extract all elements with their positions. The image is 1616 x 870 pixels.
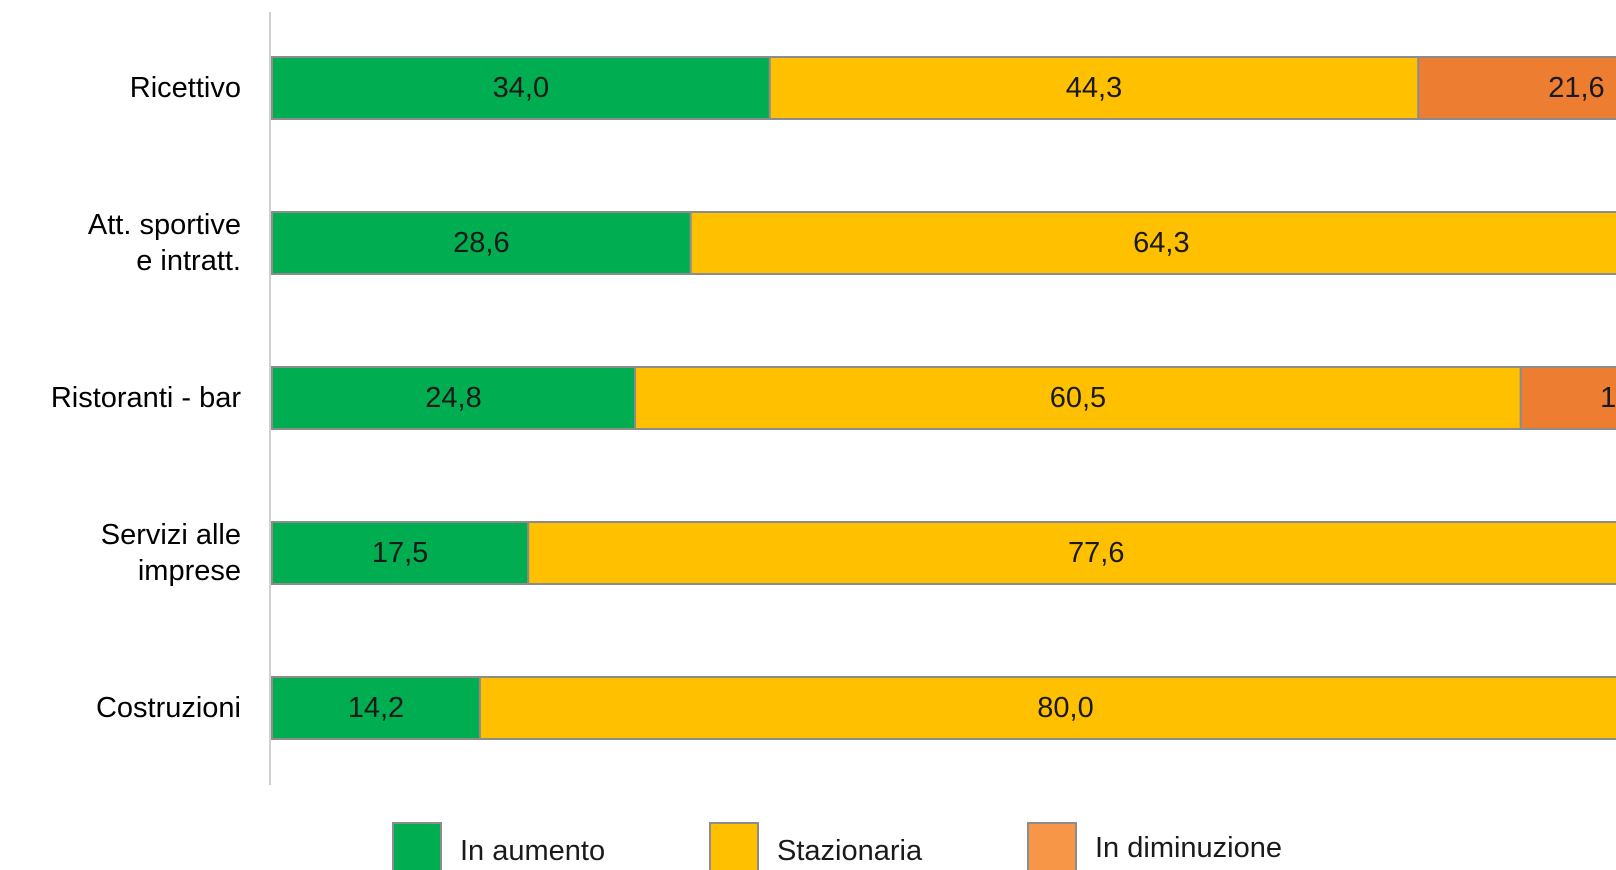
bar-segment-3 <box>1417 56 1616 120</box>
data-label: 80,0 <box>1037 692 1093 724</box>
data-label: 17,5 <box>372 537 428 569</box>
data-label: 24,8 <box>425 382 481 414</box>
data-label: 21,6 <box>1548 72 1604 104</box>
bar-segment-1 <box>271 521 530 585</box>
data-label: 28,6 <box>453 227 509 259</box>
category-label: Att. sportive e intratt. <box>88 209 241 277</box>
legend-label: In diminuzione <box>1095 832 1282 864</box>
legend-swatch-3 <box>1027 822 1077 870</box>
category-label: Servizi alle imprese <box>101 519 241 587</box>
data-label: 44,3 <box>1066 72 1122 104</box>
legend-swatch-1 <box>392 822 442 870</box>
bar-segment-1 <box>271 366 637 430</box>
bar-segment-1 <box>271 211 692 275</box>
category-label-line: Ricettivo <box>130 72 241 104</box>
data-label: 77,6 <box>1068 537 1124 569</box>
category-label: Ricettivo <box>130 72 241 104</box>
legend-swatch-2 <box>709 822 759 870</box>
data-label: 14,2 <box>348 692 404 724</box>
category-label-line: e intratt. <box>136 245 241 277</box>
bar-segment-2 <box>768 56 1420 120</box>
category-label: Ristoranti - bar <box>51 382 242 414</box>
data-label: 14,7 <box>1600 382 1616 414</box>
category-label-line: Ristoranti - bar <box>51 382 242 414</box>
category-label-line: Costruzioni <box>96 692 241 724</box>
data-label: 64,3 <box>1133 227 1189 259</box>
legend-label: In aumento <box>460 835 605 867</box>
category-label-line: imprese <box>138 555 241 587</box>
category-label-line: Att. sportive <box>88 209 241 241</box>
bar-segment-2 <box>478 676 1616 740</box>
category-label: Costruzioni <box>96 692 241 724</box>
legend-label: Stazionaria <box>777 835 923 867</box>
category-label-line: Servizi alle <box>101 519 241 551</box>
bar-segment-2 <box>634 366 1522 430</box>
data-label: 60,5 <box>1050 382 1106 414</box>
bar-segment-2 <box>527 521 1616 585</box>
bar-segment-3 <box>1519 366 1616 430</box>
data-label: 34,0 <box>493 72 549 104</box>
bar-segment-2 <box>689 211 1616 275</box>
